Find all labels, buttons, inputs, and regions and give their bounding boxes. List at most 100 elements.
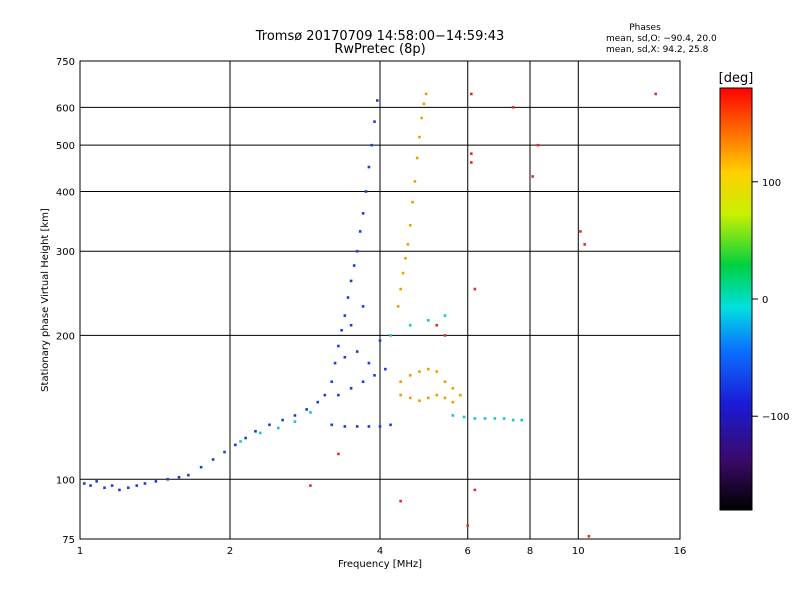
- data-point: [413, 180, 417, 183]
- y-tick-label: 400: [56, 187, 75, 198]
- data-point: [435, 323, 439, 327]
- data-point: [399, 393, 402, 397]
- data-point: [451, 400, 455, 404]
- data-point: [408, 396, 412, 400]
- data-point: [408, 223, 412, 227]
- data-point: [459, 393, 462, 397]
- data-point: [470, 161, 473, 164]
- x-tick-label: 6: [465, 546, 471, 557]
- colorbar-tick-label: 0: [762, 295, 768, 306]
- data-point: [443, 314, 447, 317]
- data-point: [384, 367, 387, 371]
- x-tick-label: 1: [77, 546, 83, 557]
- data-point: [223, 450, 226, 454]
- data-point: [378, 425, 382, 428]
- data-point: [355, 350, 359, 353]
- colorbar-tick-label: −100: [762, 412, 789, 423]
- data-point: [89, 484, 92, 487]
- data-point: [293, 414, 297, 417]
- y-tick-label: 75: [62, 535, 75, 546]
- data-point: [239, 440, 242, 443]
- data-point: [346, 296, 350, 299]
- data-point: [373, 374, 376, 377]
- data-point: [466, 524, 470, 527]
- x-tick-label: 4: [377, 546, 383, 557]
- data-point: [399, 380, 402, 384]
- data-point: [343, 425, 347, 428]
- data-point: [177, 475, 181, 479]
- data-point: [244, 436, 247, 440]
- data-point: [367, 425, 371, 428]
- data-point: [349, 279, 353, 283]
- data-point: [268, 423, 271, 427]
- data-point: [370, 143, 374, 147]
- data-point: [389, 423, 392, 427]
- data-point: [396, 305, 400, 308]
- data-point: [473, 417, 477, 420]
- data-point: [337, 452, 340, 456]
- chart-title-line2: RwPretec (8p): [334, 42, 425, 57]
- data-point: [103, 486, 106, 490]
- phases-heading: Phases: [629, 23, 661, 33]
- x-tick-labels: 1 2 4 6 8 10 16: [77, 546, 687, 557]
- data-point: [422, 102, 426, 106]
- data-point: [166, 477, 170, 481]
- data-point: [355, 425, 359, 428]
- data-point: [443, 380, 447, 384]
- data-point: [406, 243, 410, 246]
- data-point: [361, 380, 365, 384]
- y-axis-label: Stationary phase Virtual Height [km]: [40, 208, 51, 392]
- data-point: [420, 116, 423, 120]
- y-tick-label: 300: [56, 247, 75, 258]
- data-point: [95, 480, 98, 483]
- data-point: [583, 243, 586, 246]
- data-point: [511, 418, 515, 422]
- data-point: [404, 256, 407, 260]
- data-point: [443, 396, 447, 400]
- data-point: [411, 200, 414, 204]
- data-point: [418, 370, 421, 373]
- data-point: [579, 230, 582, 233]
- data-point: [435, 370, 439, 373]
- data-point: [399, 499, 402, 503]
- data-point: [587, 534, 591, 538]
- data-point: [443, 334, 447, 337]
- data-point: [254, 430, 257, 433]
- phases-line-o: mean, sd,O: −90.4, 20.0: [606, 34, 717, 44]
- plot-frame: [79, 60, 681, 540]
- data-point: [143, 482, 147, 485]
- data-point: [281, 418, 284, 422]
- data-point: [361, 305, 365, 308]
- data-point: [473, 287, 477, 291]
- data-point: [462, 415, 466, 419]
- data-point: [349, 387, 353, 390]
- data-point: [364, 190, 368, 193]
- data-point: [408, 323, 412, 327]
- colorbar-tick-label: 100: [762, 178, 781, 189]
- data-point: [343, 314, 347, 317]
- data-point: [378, 339, 382, 342]
- data-point: [451, 414, 455, 417]
- chart-title-line1: Tromsø 20170709 14:58:00−14:59:43: [255, 29, 505, 44]
- data-point: [234, 443, 237, 447]
- data-point: [323, 393, 327, 397]
- y-tick-label: 100: [56, 475, 75, 486]
- x-tick-label: 16: [674, 546, 687, 557]
- data-point: [373, 120, 376, 123]
- data-point: [401, 271, 405, 275]
- data-point: [418, 399, 421, 403]
- data-point: [415, 156, 419, 160]
- y-tick-label: 750: [56, 57, 75, 68]
- data-point: [276, 426, 280, 430]
- data-point: [536, 143, 540, 147]
- data-point: [493, 417, 497, 420]
- data-point: [367, 165, 371, 169]
- data-point: [426, 367, 430, 371]
- colorbar-ticks: 100 0 −100: [752, 178, 789, 423]
- data-point: [333, 361, 337, 365]
- data-point: [511, 106, 515, 109]
- data-point: [483, 417, 487, 420]
- data-point: [418, 135, 421, 139]
- data-point: [502, 417, 506, 420]
